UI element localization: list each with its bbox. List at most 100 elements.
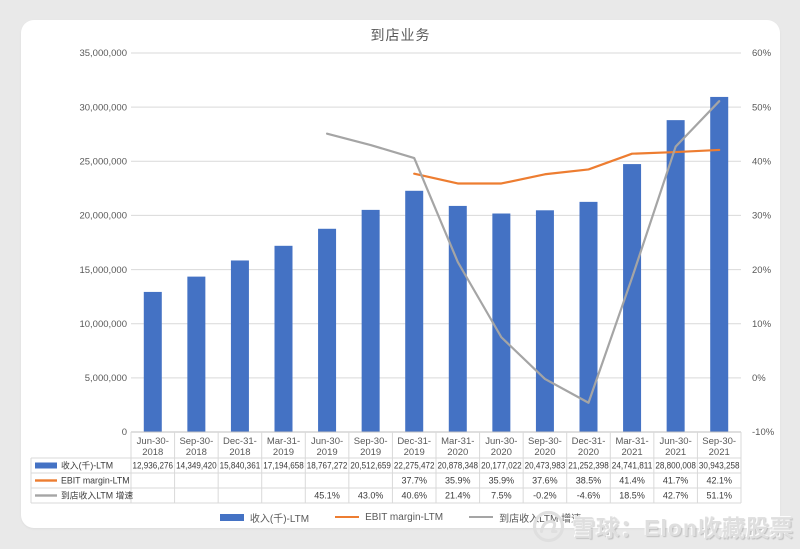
combo-chart: 0 5,000,000 10,000,000 15,000,000 20,000,000… <box>30 48 775 504</box>
legend-line-swatch <box>469 515 494 519</box>
table-cell-value: 12,936,276 <box>133 461 174 471</box>
legend-line-swatch <box>335 515 360 519</box>
chart-card: 到店业务 0 5,000,000 10,000,000 15,000,000 20,00… <box>21 20 780 528</box>
table-cell-value: 21,252,398 <box>568 461 609 471</box>
x-axis-label-line2: 2020 <box>534 447 555 458</box>
table-key-bar-swatch <box>35 462 57 469</box>
table-cell-value: 41.7% <box>663 476 689 486</box>
chart-title: 到店业务 <box>370 27 431 43</box>
table-cell-value: 42.7% <box>663 491 689 501</box>
revenue-bar <box>143 291 162 432</box>
series-line <box>413 148 721 185</box>
series-line <box>325 100 721 404</box>
left-axis-tick-label: 10,000,000 <box>79 319 127 330</box>
legend-item: 到店收入LTM 增速 <box>469 510 581 525</box>
revenue-bar <box>535 210 554 432</box>
left-axis-tick-label: 20,000,000 <box>79 211 127 222</box>
x-axis-label-line2: 2020 <box>491 447 512 458</box>
right-axis-tick-label: 10% <box>752 319 772 330</box>
left-axis-tick-label: 5,000,000 <box>85 373 127 384</box>
table-cell-value: 22,275,472 <box>394 461 435 471</box>
table-row-label: 到店收入LTM 增速 <box>61 490 133 501</box>
chart-legend: 收入(千)-LTM EBIT margin-LTM 到店收入LTM 增速 <box>21 507 780 527</box>
x-axis-label-line2: 2018 <box>186 447 207 458</box>
table-cell-value: 41.4% <box>619 476 645 486</box>
revenue-bar <box>405 190 424 432</box>
x-axis-label-line2: 2020 <box>578 447 599 458</box>
table-cell-value: 20,473,983 <box>525 461 566 471</box>
table-key-line-swatch <box>35 479 57 482</box>
revenue-bar <box>710 96 729 433</box>
x-axis-label-line2: 2019 <box>404 447 425 458</box>
revenue-bar <box>274 245 293 432</box>
table-cell-value: 21.4% <box>445 491 471 501</box>
table-cell-value: 15,840,361 <box>220 461 261 471</box>
table-cell-value: 35.9% <box>445 476 471 486</box>
table-cell-value: 40.6% <box>401 491 427 501</box>
table-cell-value: 14,349,420 <box>176 461 217 471</box>
legend-item: 收入(千)-LTM <box>219 510 309 525</box>
table-cell-value: 51.1% <box>706 491 732 501</box>
right-axis-tick-label: 30% <box>752 211 772 222</box>
x-axis-label-line2: 2021 <box>709 447 730 458</box>
revenue-bar <box>623 164 642 432</box>
x-axis-label-line1: Dec-31- <box>572 436 606 447</box>
table-cell-value: 18.5% <box>619 491 645 501</box>
x-axis-label-line1: Mar-31- <box>615 436 648 447</box>
x-axis-label-line1: Mar-31- <box>441 436 474 447</box>
table-cell-value: 17,194,658 <box>263 461 304 471</box>
table-cell-value: 45.1% <box>314 491 340 501</box>
revenue-bar <box>492 213 511 432</box>
watermark: 雪球：Elon收藏股票 <box>532 506 794 546</box>
x-axis-label-line2: 2021 <box>622 447 643 458</box>
table-cell-value: 38.5% <box>576 476 602 486</box>
left-axis-tick-label: 25,000,000 <box>79 156 127 167</box>
legend-item: EBIT margin-LTM <box>335 512 443 523</box>
revenue-bar <box>230 260 249 432</box>
table-cell-value: 37.7% <box>401 476 427 486</box>
revenue-bar <box>187 276 206 432</box>
table-cell-value: 18,767,272 <box>307 461 348 471</box>
table-row-label: EBIT margin-LTM <box>61 476 130 486</box>
right-axis-tick-label: 60% <box>752 48 772 59</box>
x-axis-label-line1: Sep-30- <box>354 436 388 447</box>
x-axis-label-line1: Jun-30- <box>485 436 517 447</box>
right-axis-tick-label: -10% <box>752 427 775 438</box>
table-cell-value: 30,943,258 <box>699 461 740 471</box>
legend-label: 到店收入LTM 增速 <box>499 513 582 525</box>
xueqiu-logo-icon <box>533 510 565 542</box>
x-axis-label-line1: Jun-30- <box>660 436 692 447</box>
right-axis-tick-label: 50% <box>752 102 772 113</box>
revenue-bar <box>361 209 380 432</box>
table-cell-value: 28,800,008 <box>655 461 696 471</box>
x-axis-label-line2: 2019 <box>317 447 338 458</box>
revenue-bar <box>318 228 337 432</box>
table-cell-value: 24,741,811 <box>612 461 653 471</box>
watermark-text: 雪球：Elon收藏股票 <box>572 515 794 541</box>
table-cell-value: 37.6% <box>532 476 558 486</box>
table-cell-value: 35.9% <box>489 476 515 486</box>
left-axis-tick-label: 35,000,000 <box>79 48 127 59</box>
x-axis-label-line2: 2021 <box>665 447 686 458</box>
x-axis-label-line2: 2020 <box>447 447 468 458</box>
table-cell-value: 42.1% <box>706 476 732 486</box>
revenue-bar <box>448 205 467 432</box>
x-axis-label-line1: Sep-30- <box>702 436 736 447</box>
table-cell-value: 7.5% <box>491 491 512 501</box>
x-axis-label-line1: Dec-31- <box>397 436 431 447</box>
table-cell-value: 20,512,659 <box>350 461 391 471</box>
x-axis-label-line2: 2018 <box>229 447 250 458</box>
table-row-label: 收入(千)-LTM <box>61 460 113 471</box>
legend-label: EBIT margin-LTM <box>365 511 444 523</box>
x-axis-label-line2: 2018 <box>142 447 163 458</box>
table-cell-value: 43.0% <box>358 491 384 501</box>
table-cell-value: -0.2% <box>533 491 557 501</box>
x-axis-label-line1: Jun-30- <box>311 436 343 447</box>
x-axis-label-line1: Dec-31- <box>223 436 257 447</box>
table-cell-value: -4.6% <box>577 491 601 501</box>
revenue-bar <box>666 120 685 432</box>
right-axis-tick-label: 20% <box>752 265 772 276</box>
left-axis-tick-label: 30,000,000 <box>79 102 127 113</box>
right-axis-tick-label: 0% <box>752 373 766 384</box>
